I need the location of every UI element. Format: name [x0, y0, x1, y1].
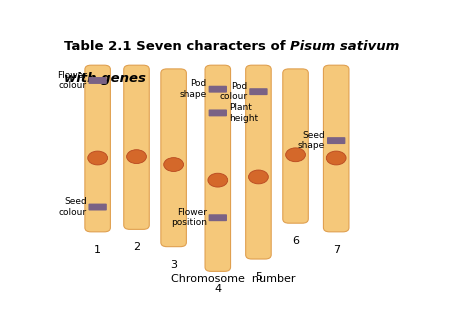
Text: 3: 3 — [170, 260, 177, 270]
Text: 5: 5 — [254, 272, 261, 282]
Text: Plant
height: Plant height — [228, 103, 258, 123]
Circle shape — [87, 151, 107, 165]
FancyBboxPatch shape — [161, 69, 186, 247]
Text: Seed
colour: Seed colour — [58, 197, 86, 217]
Circle shape — [285, 148, 305, 162]
FancyBboxPatch shape — [208, 86, 227, 93]
Circle shape — [326, 151, 345, 165]
Text: Flower
colour: Flower colour — [56, 71, 86, 90]
Circle shape — [248, 170, 268, 184]
Text: 6: 6 — [291, 236, 298, 246]
Text: 7: 7 — [332, 245, 339, 255]
Text: with genes: with genes — [64, 72, 146, 85]
FancyBboxPatch shape — [245, 65, 271, 259]
FancyBboxPatch shape — [323, 65, 348, 232]
Text: Seed
shape: Seed shape — [297, 131, 324, 150]
FancyBboxPatch shape — [85, 65, 110, 232]
FancyBboxPatch shape — [123, 65, 149, 230]
FancyBboxPatch shape — [326, 137, 344, 144]
Text: Pod
shape: Pod shape — [179, 80, 207, 99]
FancyBboxPatch shape — [88, 204, 106, 211]
Circle shape — [207, 173, 227, 187]
Text: 4: 4 — [214, 284, 221, 294]
Circle shape — [163, 158, 183, 171]
FancyBboxPatch shape — [282, 69, 308, 223]
FancyBboxPatch shape — [208, 109, 227, 117]
FancyBboxPatch shape — [208, 214, 227, 221]
Text: 1: 1 — [94, 245, 101, 255]
Circle shape — [126, 150, 146, 163]
Text: Chromosome  number: Chromosome number — [171, 274, 295, 284]
Text: 2: 2 — [133, 242, 140, 252]
Text: Table 2.1 Seven characters of: Table 2.1 Seven characters of — [64, 40, 290, 53]
Text: Flower
position: Flower position — [171, 208, 207, 227]
FancyBboxPatch shape — [88, 77, 106, 84]
Text: Pod
colour: Pod colour — [219, 82, 247, 101]
FancyBboxPatch shape — [249, 88, 267, 95]
FancyBboxPatch shape — [205, 65, 230, 271]
Text: Pisum sativum: Pisum sativum — [290, 40, 399, 53]
